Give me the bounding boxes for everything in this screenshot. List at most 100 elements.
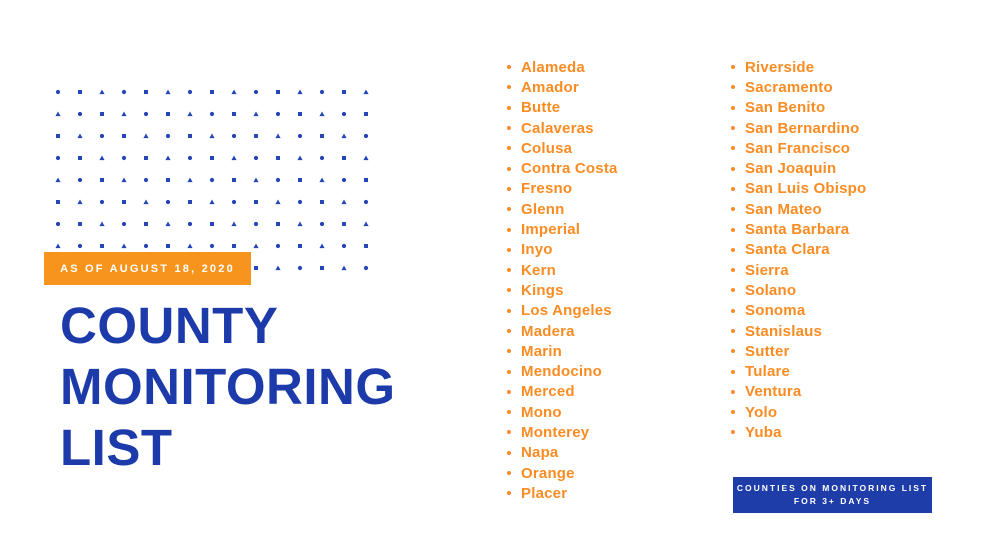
bullet-icon xyxy=(507,166,511,171)
list-item: Alameda xyxy=(507,57,618,77)
bullet-icon xyxy=(731,126,735,131)
bullet-icon xyxy=(507,471,511,476)
bullet-icon xyxy=(731,308,735,313)
list-item: Santa Barbara xyxy=(731,219,866,239)
bullet-icon xyxy=(731,227,735,232)
county-name: Monterey xyxy=(521,423,590,441)
county-name: Marin xyxy=(521,342,563,360)
footer-note-box: COUNTIES ON MONITORING LIST FOR 3+ DAYS xyxy=(733,477,932,513)
bullet-icon xyxy=(507,186,511,191)
county-name: Madera xyxy=(521,322,575,340)
county-name: Yolo xyxy=(745,403,778,421)
page-title: COUNTY MONITORING LIST xyxy=(60,295,396,478)
county-name: Colusa xyxy=(521,139,573,157)
bullet-icon xyxy=(507,430,511,435)
bullet-icon xyxy=(731,105,735,110)
county-list-column-1: Alameda Amador Butte Calaveras Colusa Contra … xyxy=(507,57,618,504)
list-item: Madera xyxy=(507,321,618,341)
county-name: Riverside xyxy=(745,58,815,76)
county-name: Santa Clara xyxy=(745,241,830,259)
county-name: Mendocino xyxy=(521,363,602,381)
county-name: Mono xyxy=(521,403,562,421)
county-name: Merced xyxy=(521,383,575,401)
list-item: Solano xyxy=(731,280,866,300)
list-item: San Bernardino xyxy=(731,118,866,138)
bullet-icon xyxy=(507,288,511,293)
list-item: Tulare xyxy=(731,361,866,381)
bullet-icon xyxy=(507,65,511,70)
list-item: Santa Clara xyxy=(731,240,866,260)
list-item: Yuba xyxy=(731,422,866,442)
county-name: Yuba xyxy=(745,423,782,441)
county-name: Tulare xyxy=(745,363,791,381)
county-name: San Bernardino xyxy=(745,119,860,137)
date-badge-label: AS OF AUGUST 18, 2020 xyxy=(60,262,235,275)
list-item: San Francisco xyxy=(731,138,866,158)
list-item: Monterey xyxy=(507,422,618,442)
bullet-icon xyxy=(507,369,511,374)
bullet-icon xyxy=(731,329,735,333)
bullet-icon xyxy=(507,450,511,455)
list-item: Sacramento xyxy=(731,77,866,97)
list-item: Mendocino xyxy=(507,361,618,381)
bullet-icon xyxy=(731,207,735,212)
bullet-icon xyxy=(731,166,735,171)
county-name: San Benito xyxy=(745,99,826,117)
page-title-line: MONITORING xyxy=(60,358,396,415)
list-item: Butte xyxy=(507,98,618,118)
county-name: Sutter xyxy=(745,342,790,360)
list-item: Ventura xyxy=(731,382,866,402)
county-name: San Francisco xyxy=(745,139,851,157)
county-name: Orange xyxy=(521,464,575,482)
list-item: Yolo xyxy=(731,402,866,422)
list-item: San Joaquin xyxy=(731,158,866,178)
bullet-icon xyxy=(731,186,735,191)
bullet-icon xyxy=(507,389,511,394)
list-item: Los Angeles xyxy=(507,301,618,321)
bullet-icon xyxy=(507,247,511,252)
county-name: Glenn xyxy=(521,200,565,218)
county-name: Placer xyxy=(521,484,568,502)
bullet-icon xyxy=(731,288,735,293)
bullet-icon xyxy=(507,85,511,90)
bullet-icon xyxy=(507,126,511,131)
footer-note-line2: FOR 3+ DAYS xyxy=(793,496,872,506)
county-name: Sacramento xyxy=(745,78,833,96)
county-name: San Joaquin xyxy=(745,160,837,178)
list-item: Merced xyxy=(507,382,618,402)
bullet-icon xyxy=(507,105,511,110)
bullet-icon xyxy=(731,65,735,70)
county-name: Solano xyxy=(745,281,797,299)
list-item: Orange xyxy=(507,463,618,483)
bullet-icon xyxy=(507,410,511,415)
bullet-icon xyxy=(507,207,511,212)
bullet-icon xyxy=(731,268,735,273)
list-item: Stanislaus xyxy=(731,321,866,341)
county-name: Imperial xyxy=(521,221,581,239)
bullet-icon xyxy=(731,389,735,394)
bullet-icon xyxy=(507,146,511,151)
page-title-line: COUNTY xyxy=(60,297,279,354)
bullet-icon xyxy=(731,410,735,415)
date-badge: AS OF AUGUST 18, 2020 xyxy=(44,252,251,285)
list-item: Napa xyxy=(507,443,618,463)
decorative-dot-grid xyxy=(55,89,369,271)
list-item: Contra Costa xyxy=(507,158,618,178)
bullet-icon xyxy=(731,85,735,90)
list-item: Riverside xyxy=(731,57,866,77)
list-item: Calaveras xyxy=(507,118,618,138)
bullet-icon xyxy=(507,491,511,496)
list-item: Fresno xyxy=(507,179,618,199)
county-name: Alameda xyxy=(521,58,585,76)
county-list-column-2: Riverside Sacramento San Benito San Bernard… xyxy=(731,57,866,443)
footer-note-line1: COUNTIES ON MONITORING LIST xyxy=(736,483,929,493)
county-name: Los Angeles xyxy=(521,302,612,320)
list-item: Sierra xyxy=(731,260,866,280)
list-item: San Mateo xyxy=(731,199,866,219)
county-name: Stanislaus xyxy=(745,322,823,340)
county-name: Sierra xyxy=(745,261,789,279)
list-item: Glenn xyxy=(507,199,618,219)
list-item: San Luis Obispo xyxy=(731,179,866,199)
list-item: Kern xyxy=(507,260,618,280)
county-name: Santa Barbara xyxy=(745,221,850,239)
